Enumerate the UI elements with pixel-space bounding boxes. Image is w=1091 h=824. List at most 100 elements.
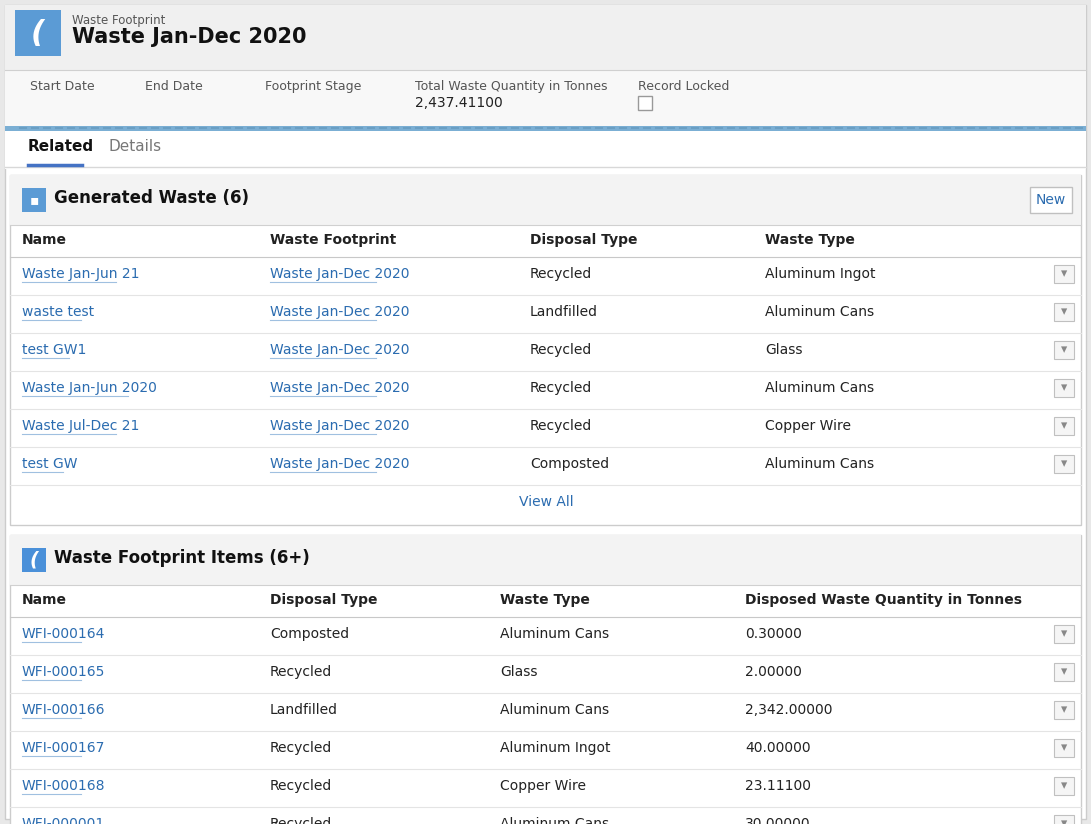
Text: Glass: Glass [500,665,538,679]
Text: WFI-000166: WFI-000166 [22,703,106,717]
Text: ▾: ▾ [1060,457,1067,471]
Text: waste test: waste test [22,305,94,319]
Bar [22,188,46,212]
Text: Aluminum Cans: Aluminum Cans [500,703,609,717]
Bar [5,5,1086,70]
Bar [10,175,1081,525]
Bar [1054,739,1074,757]
Bar [1030,187,1072,213]
Bar [5,126,1086,131]
Text: ▾: ▾ [1060,382,1067,395]
Text: ▾: ▾ [1060,268,1067,280]
Text: WFI-000001: WFI-000001 [22,817,105,824]
Text: (: ( [29,550,38,569]
Text: (: ( [31,18,45,48]
Text: ▾: ▾ [1060,704,1067,717]
Bar [1054,625,1074,643]
Text: Disposal Type: Disposal Type [269,593,377,607]
Text: Footprint Stage: Footprint Stage [265,80,361,93]
Bar [1054,455,1074,473]
Bar [1054,417,1074,435]
Text: Waste Jul-Dec 21: Waste Jul-Dec 21 [22,419,140,433]
Text: 30.00000: 30.00000 [745,817,811,824]
Text: Aluminum Cans: Aluminum Cans [500,817,609,824]
Text: Recycled: Recycled [269,779,333,793]
Text: 2,437.41100: 2,437.41100 [415,96,503,110]
Text: ▾: ▾ [1060,817,1067,824]
Text: 2.00000: 2.00000 [745,665,802,679]
Text: Waste Footprint: Waste Footprint [72,14,166,27]
Text: Copper Wire: Copper Wire [500,779,586,793]
Text: WFI-000164: WFI-000164 [22,627,106,641]
Text: 23.11100: 23.11100 [745,779,811,793]
Bar [1054,265,1074,283]
Text: 2,342.00000: 2,342.00000 [745,703,832,717]
Bar [1054,663,1074,681]
Text: Aluminum Cans: Aluminum Cans [500,627,609,641]
Bar [1054,379,1074,397]
Bar [10,535,1081,824]
Text: Disposal Type: Disposal Type [530,233,637,247]
Text: Waste Jan-Dec 2020: Waste Jan-Dec 2020 [269,343,409,357]
Text: Aluminum Cans: Aluminum Cans [765,457,874,471]
Text: Waste Jan-Dec 2020: Waste Jan-Dec 2020 [269,419,409,433]
Text: Waste Jan-Dec 2020: Waste Jan-Dec 2020 [269,381,409,395]
Text: Copper Wire: Copper Wire [765,419,851,433]
Text: Recycled: Recycled [530,343,592,357]
Bar [1054,341,1074,359]
Text: Total Waste Quantity in Tonnes: Total Waste Quantity in Tonnes [415,80,608,93]
Bar [15,10,61,56]
Bar [5,131,1086,169]
Text: ▾: ▾ [1060,780,1067,793]
Text: Waste Jan-Dec 2020: Waste Jan-Dec 2020 [269,267,409,281]
Text: 40.00000: 40.00000 [745,741,811,755]
Text: Disposed Waste Quantity in Tonnes: Disposed Waste Quantity in Tonnes [745,593,1022,607]
Text: Waste Footprint Items (6+): Waste Footprint Items (6+) [53,549,310,567]
Text: ▪: ▪ [29,193,38,207]
Text: Waste Jan-Dec 2020: Waste Jan-Dec 2020 [269,305,409,319]
Text: Waste Jan-Dec 2020: Waste Jan-Dec 2020 [72,27,307,47]
Text: New: New [1035,193,1066,207]
Text: ▾: ▾ [1060,742,1067,755]
Text: ▾: ▾ [1060,306,1067,319]
Text: Recycled: Recycled [530,267,592,281]
Text: Recycled: Recycled [269,741,333,755]
Text: Recycled: Recycled [269,817,333,824]
Text: Start Date: Start Date [29,80,95,93]
Text: Related: Related [28,139,94,154]
Text: Landfilled: Landfilled [530,305,598,319]
Text: WFI-000165: WFI-000165 [22,665,106,679]
Bar [22,548,46,572]
Text: Details: Details [108,139,161,154]
Text: Waste Jan-Jun 2020: Waste Jan-Jun 2020 [22,381,157,395]
Text: Aluminum Ingot: Aluminum Ingot [765,267,875,281]
Text: Glass: Glass [765,343,803,357]
Bar [10,175,1081,225]
Text: Record Locked: Record Locked [638,80,730,93]
Text: Waste Type: Waste Type [765,233,855,247]
Text: ▾: ▾ [1060,344,1067,357]
Text: test GW: test GW [22,457,77,471]
Text: Waste Jan-Dec 2020: Waste Jan-Dec 2020 [269,457,409,471]
Text: 0.30000: 0.30000 [745,627,802,641]
Bar [1054,701,1074,719]
Text: WFI-000167: WFI-000167 [22,741,106,755]
Bar [5,70,1086,128]
Text: Waste Type: Waste Type [500,593,590,607]
Text: ▾: ▾ [1060,419,1067,433]
Text: Recycled: Recycled [530,419,592,433]
Bar [10,535,1081,585]
Text: Generated Waste (6): Generated Waste (6) [53,189,249,207]
Text: Waste Footprint: Waste Footprint [269,233,396,247]
Text: WFI-000168: WFI-000168 [22,779,106,793]
Bar [1054,777,1074,795]
Text: Composted: Composted [269,627,349,641]
Text: Aluminum Ingot: Aluminum Ingot [500,741,611,755]
Text: ▾: ▾ [1060,666,1067,678]
Text: Aluminum Cans: Aluminum Cans [765,305,874,319]
Text: Recycled: Recycled [269,665,333,679]
Bar [1054,303,1074,321]
Text: Waste Jan-Jun 21: Waste Jan-Jun 21 [22,267,140,281]
Text: Recycled: Recycled [530,381,592,395]
Text: Composted: Composted [530,457,609,471]
